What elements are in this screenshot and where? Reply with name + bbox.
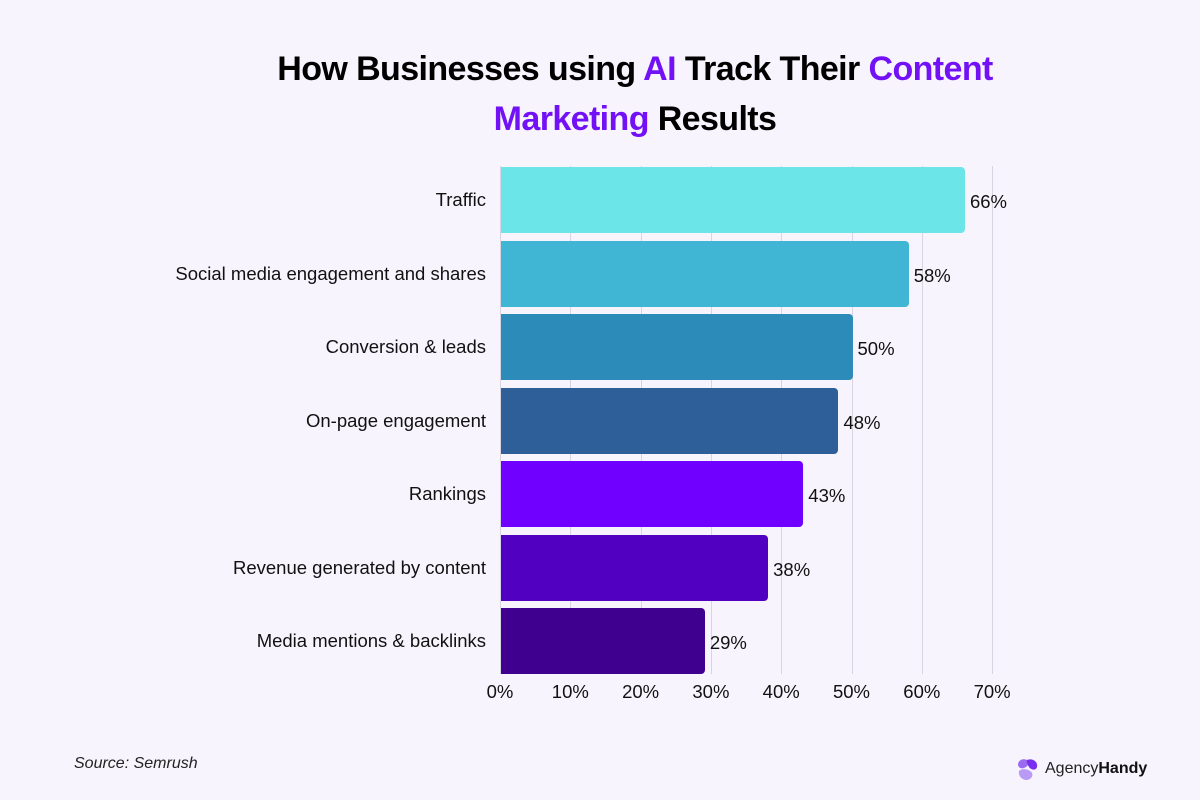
bar [501,387,839,454]
title-text: How Businesses using [277,50,644,88]
title-highlight-ai: AI [643,50,676,88]
logo-text-regular: Agency [1045,760,1099,777]
category-label: Rankings [408,483,486,504]
category-label: On-page engagement [306,409,486,431]
category-label: Revenue generated by content [232,556,486,578]
value-label: 43% [808,485,846,506]
title-text: Track Their [675,50,869,88]
title-highlight-content: Content [868,50,994,88]
source-note: Source: Semrush [74,755,198,772]
x-tick-label: 60% [903,681,941,702]
category-label: Conversion & leads [325,336,486,357]
value-label: 66% [969,191,1007,212]
value-label: 58% [913,264,951,286]
logo-text: AgencyHandy [1045,760,1147,778]
bar [501,608,705,674]
x-tick-label: 40% [762,681,800,702]
value-label: 38% [773,558,811,580]
x-tick-label: 20% [622,681,660,702]
value-label: 29% [709,632,747,653]
x-tick-label: 0% [486,681,514,702]
bar [501,240,909,307]
grid-line [851,166,853,674]
x-tick-label: 70% [973,681,1011,702]
y-axis-line [500,166,501,674]
logo-text-bold: Handy [1098,760,1148,777]
agencyhandy-logo: AgencyHandy [1014,757,1147,781]
value-label: 50% [857,338,895,359]
category-label: Media mentions & backlinks [256,630,486,651]
category-label: Social media engagement and shares [175,262,486,284]
value-label: 48% [843,411,881,433]
agencyhandy-logo-icon [1018,759,1038,780]
category-label: Traffic [435,189,486,210]
grid-line [921,166,923,674]
x-tick-label: 50% [832,681,871,702]
bar [501,461,804,527]
bar [501,534,769,601]
bar [501,167,965,233]
grid-line [992,166,994,674]
bar [501,314,853,380]
title-text: Results [648,100,777,138]
x-tick-label: 10% [551,681,589,702]
title-highlight-marketing: Marketing [493,100,650,138]
x-tick-label: 30% [692,681,730,702]
chart-title: How Businesses using AI Track Their Cont… [200,44,1070,144]
